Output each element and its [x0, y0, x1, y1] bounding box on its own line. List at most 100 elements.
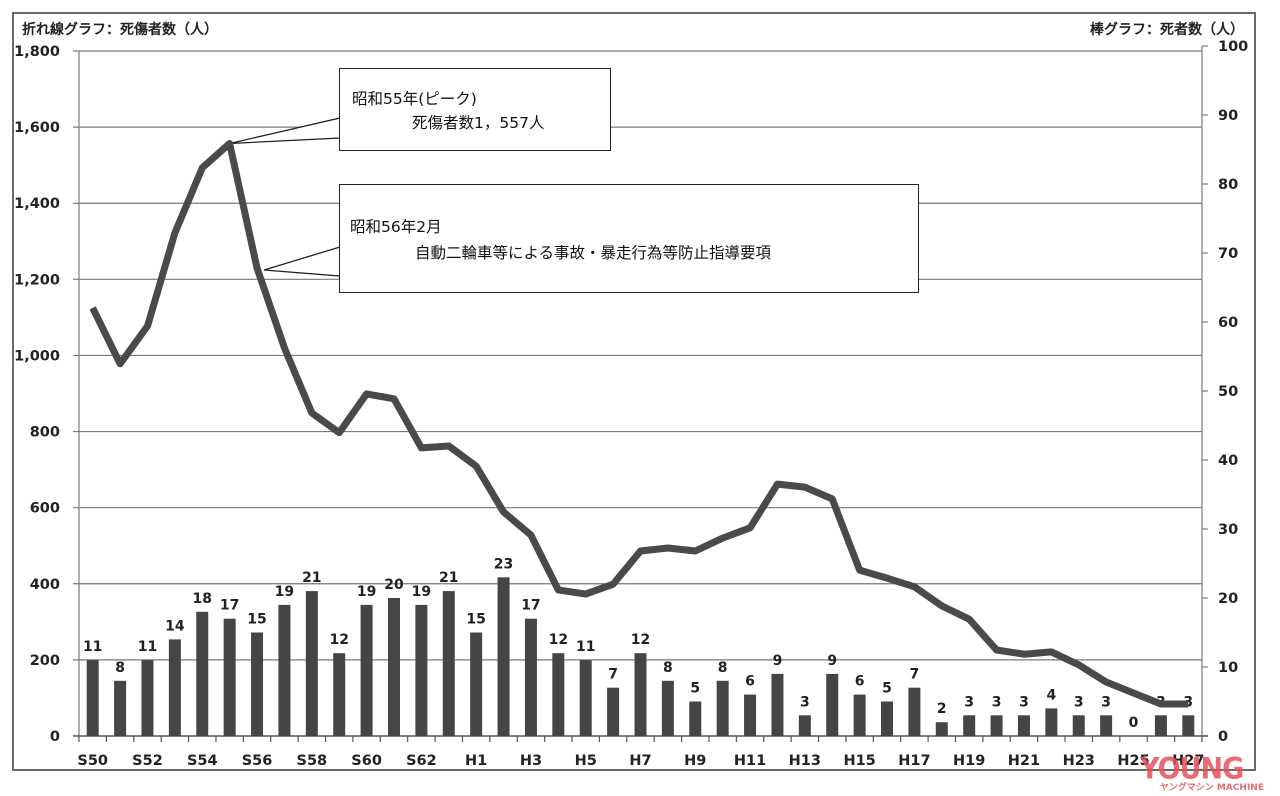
bar: [716, 680, 729, 736]
bar-value-label: 9: [773, 653, 783, 669]
bar: [114, 680, 127, 736]
bar-value-label: 20: [384, 577, 404, 593]
bar-value-label: 2: [937, 701, 947, 717]
bar-value-label: 8: [718, 660, 728, 676]
bar-value-label: 8: [115, 660, 125, 676]
x-tick-label: S60: [351, 753, 382, 769]
bar-value-label: 6: [745, 674, 755, 690]
bar: [442, 591, 455, 736]
callout-peak-line1: 昭和55年(ピーク): [352, 90, 477, 108]
bar: [360, 604, 373, 736]
x-tick-label: S58: [297, 753, 328, 769]
bar: [552, 653, 565, 736]
bar-value-label: 3: [1019, 694, 1029, 710]
bar: [497, 577, 510, 736]
x-tick-label: H21: [1008, 753, 1040, 769]
right-tick-label: 30: [1218, 522, 1238, 538]
watermark-subtext: ヤングマシン MACHINE: [1159, 783, 1264, 793]
x-tick-label: S54: [187, 753, 218, 769]
callout-peak-pointer: [229, 117, 341, 145]
bar-value-label: 4: [1046, 687, 1056, 703]
chart-frame: [12, 12, 1256, 771]
bar: [251, 632, 264, 736]
bar-value-label: 15: [466, 612, 485, 628]
bar-series-deaths: [86, 577, 1195, 736]
right-y-axis: 0 10 20 30 40 50 60 70 80 90 100: [1201, 39, 1248, 745]
left-tick-label: 1,800: [14, 44, 60, 60]
bar-value-label: 12: [549, 632, 568, 648]
bar: [1182, 715, 1195, 736]
bar-value-label: 14: [165, 618, 185, 634]
bar: [168, 639, 181, 736]
bar: [1045, 708, 1058, 736]
bar: [853, 694, 866, 736]
x-tick-label: H13: [789, 753, 821, 769]
bar: [223, 618, 236, 736]
bar-value-label: 21: [302, 570, 321, 586]
bar-value-label: 8: [663, 660, 673, 676]
bar-value-label: 3: [1074, 694, 1084, 710]
bar: [881, 701, 894, 736]
bar: [579, 660, 592, 736]
callout-peak-line2: 死傷者数1，557人: [412, 114, 545, 132]
bar-value-label: 0: [1129, 715, 1139, 731]
x-tick-label: H5: [575, 753, 597, 769]
bar: [86, 660, 99, 736]
bar: [524, 618, 537, 736]
right-tick-label: 90: [1218, 108, 1238, 124]
left-y-axis: 0 200 400 600 800 1,000 1,200 1,400 1,600 1,800: [14, 44, 80, 745]
right-tick-label: 10: [1218, 660, 1238, 676]
bar: [935, 722, 948, 736]
watermark-logo-text: YOUNG: [1140, 752, 1244, 787]
bar-value-label: 12: [631, 632, 650, 648]
bar-value-label: 9: [827, 653, 837, 669]
bar-value-label: 17: [220, 598, 239, 614]
bar-value-label: 6: [855, 674, 865, 690]
bar: [771, 673, 784, 736]
bar: [415, 604, 428, 736]
x-tick-label: S52: [132, 753, 163, 769]
bar-value-label: 3: [992, 694, 1002, 710]
bar-value-label: 3: [1183, 694, 1193, 710]
callout-pointers: [229, 117, 341, 277]
x-tick-label: H27: [1172, 753, 1204, 769]
bar-value-label: 5: [882, 681, 892, 697]
bar: [607, 687, 620, 736]
bar-value-label: 11: [576, 639, 595, 655]
x-tick-label: H7: [629, 753, 651, 769]
right-tick-label: 20: [1218, 591, 1238, 607]
bar: [1017, 715, 1030, 736]
bar-value-label: 19: [357, 584, 376, 600]
right-tick-label: 0: [1218, 729, 1228, 745]
bar-value-label: 7: [608, 667, 618, 683]
left-tick-label: 1,600: [14, 120, 60, 136]
bar: [744, 694, 757, 736]
x-axis: S50 S52 S54 S56 S58 S60 S62 H1 H3 H5 H7 H9 H11 H13 H15…: [73, 735, 1208, 769]
casualties-line: [89, 140, 1189, 708]
bar-value-label: 3: [964, 694, 974, 710]
bar-value-label: 21: [439, 570, 458, 586]
bar: [278, 604, 291, 736]
x-tick-label: H11: [734, 753, 766, 769]
bar: [333, 653, 346, 736]
bar: [141, 660, 154, 736]
callout-regulation-line2: 自動二輪車等による事故・暴走行為等防止指導要項: [415, 244, 772, 262]
left-tick-label: 200: [30, 653, 60, 669]
callout-peak: 昭和55年(ピーク) 死傷者数1，557人: [339, 68, 611, 151]
right-tick-label: 40: [1218, 453, 1238, 469]
right-axis-title: 棒グラフ：死者数（人）: [1090, 22, 1244, 38]
right-tick-label: 100: [1218, 39, 1248, 55]
left-tick-label: 0: [50, 729, 60, 745]
left-tick-label: 400: [30, 577, 60, 593]
right-tick-label: 80: [1218, 177, 1238, 193]
x-tick-label: H17: [898, 753, 930, 769]
left-tick-label: 800: [30, 425, 60, 441]
bar: [1154, 715, 1167, 736]
right-tick-label: 70: [1218, 246, 1238, 262]
x-tick-label: H9: [684, 753, 706, 769]
callout-regulation-pointer: [263, 246, 341, 277]
x-tick-label: H15: [843, 753, 875, 769]
bar-value-label: 11: [138, 639, 157, 655]
line-series-casualties: [89, 140, 1189, 708]
